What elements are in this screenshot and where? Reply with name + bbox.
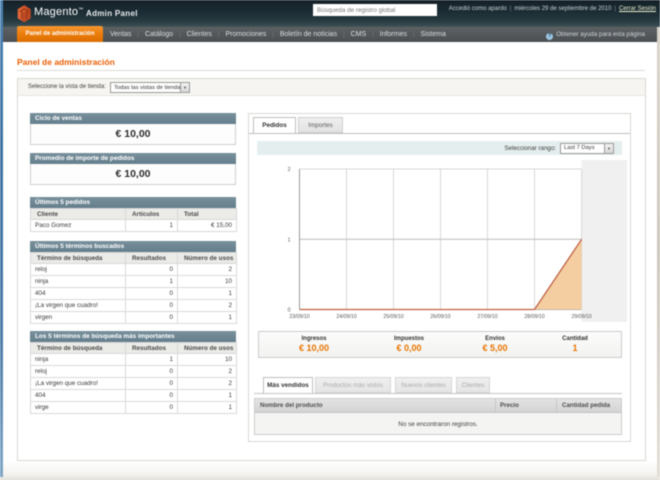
svg-text:26/09/10: 26/09/10 — [430, 314, 450, 320]
svg-text:25/09/10: 25/09/10 — [383, 314, 403, 320]
svg-text:27/09/10: 27/09/10 — [477, 314, 497, 320]
svg-text:24/09/10: 24/09/10 — [336, 314, 356, 320]
svg-text:23/09/10: 23/09/10 — [289, 314, 309, 320]
svg-text:28/09/10: 28/09/10 — [524, 314, 544, 320]
svg-text:29/09/10: 29/09/10 — [571, 314, 591, 320]
svg-text:2: 2 — [288, 167, 291, 173]
svg-text:1: 1 — [288, 238, 291, 244]
svg-text:0: 0 — [288, 308, 291, 314]
